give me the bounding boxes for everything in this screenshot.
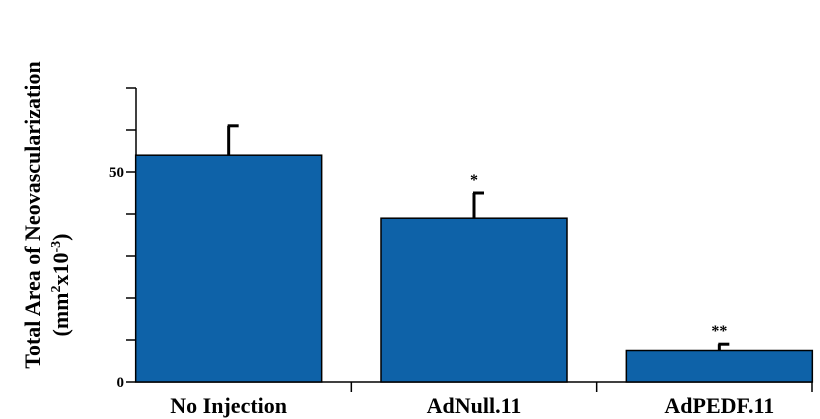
bar bbox=[625, 349, 814, 383]
x-tick-labels: No Injection AdNull.11 AdPEDF.11 bbox=[170, 393, 774, 418]
bar bbox=[380, 217, 568, 383]
y-axis-label-unit-sup2: -3 bbox=[49, 241, 64, 253]
y-axis-label-unit-mid: x10 bbox=[48, 253, 73, 286]
x-tick-label: AdPEDF.11 bbox=[664, 393, 774, 418]
y-tick-label: 50 bbox=[109, 165, 124, 181]
y-axis-label-unit-prefix: (mm bbox=[48, 293, 73, 337]
y-axis-label-unit-sup1: 2 bbox=[49, 286, 64, 293]
y-axis-label-line1: Total Area of Neovascularization bbox=[20, 61, 45, 368]
x-tick-label: AdNull.11 bbox=[427, 393, 522, 418]
significance-marker: ** bbox=[711, 323, 727, 340]
x-tick-label: No Injection bbox=[170, 393, 287, 418]
y-tick-label: 0 bbox=[117, 375, 125, 391]
y-axis-label-line2: (mm2x10-3) bbox=[48, 234, 73, 337]
bars: *** bbox=[134, 124, 814, 383]
y-axis-label: Total Area of Neovascularization (mm2x10… bbox=[20, 61, 73, 368]
y-axis-label-unit-suffix: ) bbox=[48, 234, 73, 241]
bar bbox=[134, 154, 323, 383]
significance-marker: * bbox=[470, 172, 478, 189]
